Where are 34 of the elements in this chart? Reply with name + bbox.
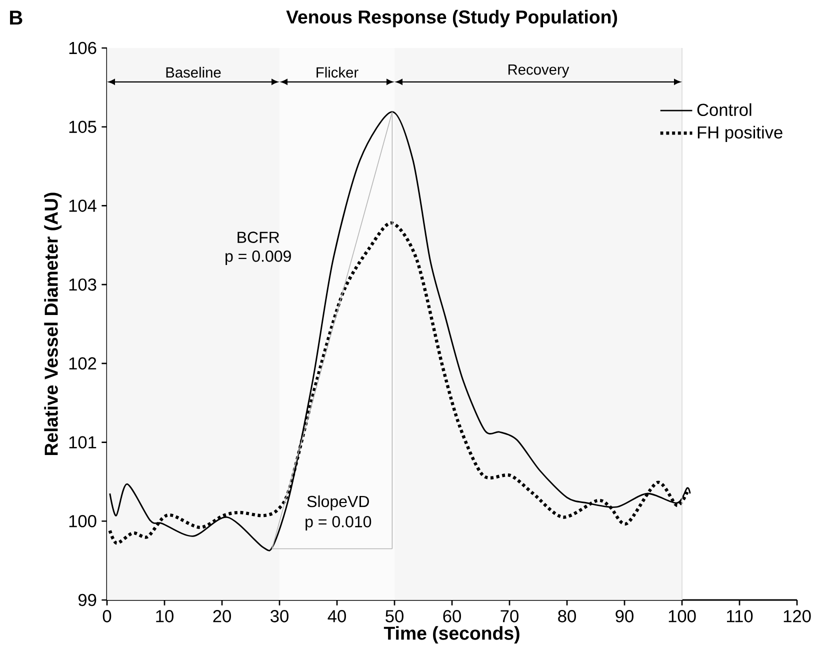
annotation: p = 0.009 bbox=[226, 250, 291, 266]
x-tick-label: 50 bbox=[386, 610, 404, 622]
y-tick-label: 105 bbox=[69, 120, 96, 133]
text: B bbox=[10, 10, 22, 24]
x-tick-label: 60 bbox=[443, 610, 461, 622]
band-label: Baseline bbox=[166, 66, 221, 78]
x-tick-label: 100 bbox=[668, 610, 696, 622]
x-axis-title: Time (seconds) bbox=[384, 626, 520, 644]
x-tick-label: 40 bbox=[328, 610, 346, 622]
band-label: Recovery bbox=[508, 64, 570, 78]
annotation: BCFR bbox=[238, 232, 280, 243]
y-tick-label: 103 bbox=[69, 278, 96, 291]
y-tick-label: 106 bbox=[69, 42, 96, 54]
legend-label: Control bbox=[697, 103, 752, 116]
y-tick-label: 100 bbox=[69, 515, 96, 528]
chart-title: Venous Response (Study Population) bbox=[286, 10, 618, 28]
x-tick-label: 80 bbox=[558, 610, 576, 622]
x-tick-label: 30 bbox=[270, 610, 288, 622]
x-tick-label: 120 bbox=[784, 610, 811, 622]
y-tick-label: 99 bbox=[78, 594, 96, 606]
x-tick-label: 110 bbox=[727, 610, 753, 622]
x-tick-label: 20 bbox=[213, 610, 231, 622]
annotation: p = 0.010 bbox=[306, 516, 372, 531]
annotation: SlopeVD bbox=[307, 495, 369, 510]
legend-label: FH positive bbox=[698, 126, 782, 142]
y-tick-label: 101 bbox=[69, 436, 96, 448]
x-tick-label: 10 bbox=[156, 610, 174, 622]
y-axis-title: Relative Vessel Diameter (AU) bbox=[44, 192, 62, 456]
band-label: Flicker bbox=[316, 66, 358, 78]
x-tick-label: 0 bbox=[102, 610, 112, 622]
x-tick-label: 90 bbox=[616, 610, 634, 622]
x-tick-label: 70 bbox=[500, 610, 518, 622]
y-tick-label: 104 bbox=[69, 200, 96, 212]
y-tick-label: 102 bbox=[69, 357, 96, 370]
